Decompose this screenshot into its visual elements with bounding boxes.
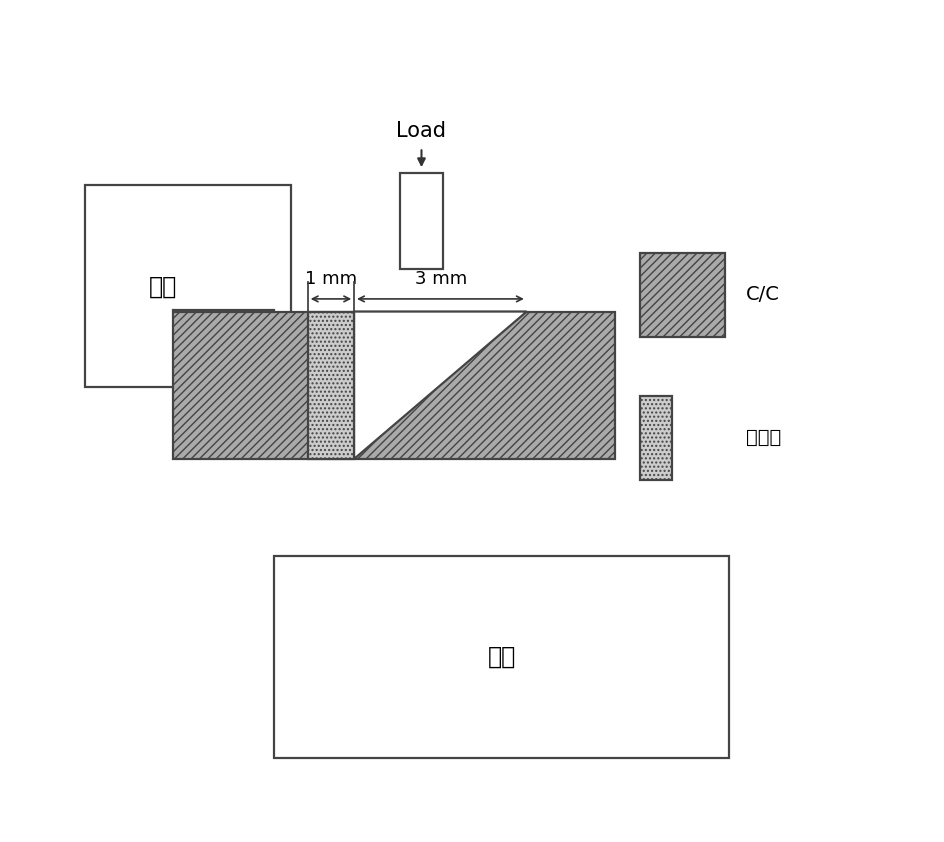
Text: 中间层: 中间层 <box>746 429 781 447</box>
Bar <box>640 396 672 480</box>
Text: 1 mm: 1 mm <box>305 270 358 288</box>
Text: Load: Load <box>396 120 447 141</box>
Bar <box>308 312 354 459</box>
Bar <box>173 312 615 459</box>
Text: C/C: C/C <box>746 285 780 304</box>
Polygon shape <box>354 312 527 459</box>
Bar <box>85 185 291 387</box>
Text: 3 mm: 3 mm <box>414 270 467 288</box>
Text: 支架: 支架 <box>487 645 515 669</box>
Bar <box>274 556 729 758</box>
Bar <box>400 173 443 269</box>
Bar <box>640 253 725 337</box>
Text: 支架: 支架 <box>149 274 177 298</box>
